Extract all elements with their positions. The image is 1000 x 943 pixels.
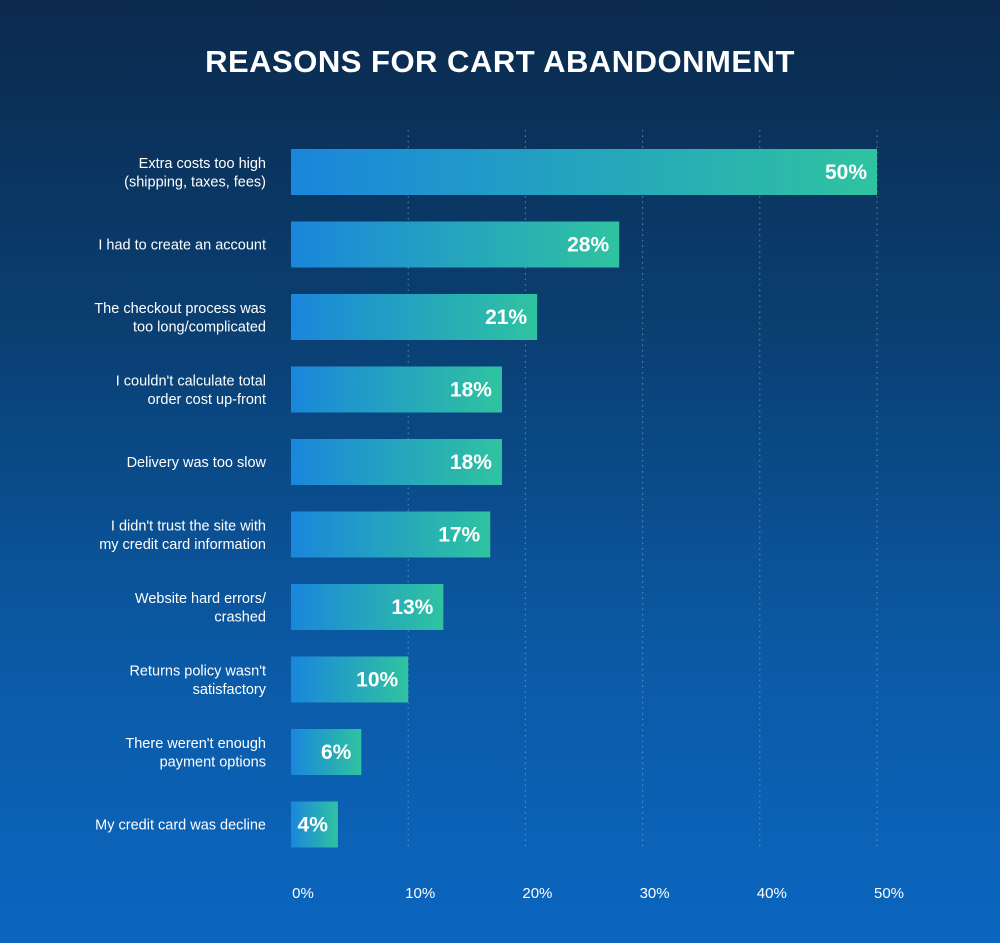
x-tick-label: 50% bbox=[874, 885, 904, 902]
bars: 50% 28% 21% 18% 18% 17% 13% 10% 6% 4% bbox=[291, 149, 877, 848]
category-label: I didn't trust the site with my credit ca… bbox=[99, 518, 266, 553]
category-label: My credit card was decline bbox=[95, 818, 266, 834]
bar-value-label: 6% bbox=[321, 741, 352, 764]
bar-value-label: 10% bbox=[356, 669, 398, 692]
category-label: Extra costs too high (shipping, taxes, fe… bbox=[124, 156, 266, 191]
x-tick-label: 10% bbox=[405, 885, 435, 902]
bar-value-label: 18% bbox=[450, 451, 492, 474]
grid-lines bbox=[407, 130, 878, 850]
bar bbox=[291, 584, 444, 630]
category-label: I couldn't calculate total order cost up-… bbox=[116, 373, 266, 408]
bar bbox=[291, 439, 502, 485]
bar bbox=[291, 149, 877, 195]
x-tick-label: 20% bbox=[522, 885, 552, 902]
category-label: The checkout process was too long/complic… bbox=[94, 301, 266, 336]
bar bbox=[291, 294, 538, 340]
bar bbox=[291, 656, 409, 703]
bar-value-label: 17% bbox=[438, 524, 480, 547]
bar-value-label: 50% bbox=[825, 161, 867, 184]
bar-value-label: 21% bbox=[485, 306, 527, 329]
bar bbox=[291, 729, 362, 775]
bar-value-label: 18% bbox=[450, 379, 492, 402]
bar bbox=[291, 221, 620, 268]
bar-value-label: 13% bbox=[391, 596, 433, 619]
bar bbox=[291, 801, 338, 848]
category-labels: Extra costs too high (shipping, taxes, fe… bbox=[94, 156, 267, 834]
bar-value-label: 4% bbox=[298, 814, 329, 837]
x-tick-label: 30% bbox=[640, 885, 670, 902]
category-label: Website hard errors/crashed bbox=[135, 591, 267, 626]
category-label: I had to create an account bbox=[98, 238, 266, 254]
x-axis-ticks: 0% 10% 20% 30% 40% 50% bbox=[292, 885, 904, 902]
x-tick-label: 0% bbox=[292, 885, 314, 902]
chart-title: REASONS FOR CART ABANDONMENT bbox=[205, 44, 795, 79]
bar bbox=[291, 366, 502, 413]
category-label: Returns policy wasn't satisfactory bbox=[129, 663, 266, 698]
bar bbox=[291, 511, 491, 558]
x-tick-label: 40% bbox=[757, 885, 787, 902]
category-label: There weren't enough payment options bbox=[125, 736, 266, 771]
bar-value-label: 28% bbox=[567, 234, 609, 257]
category-label: Delivery was too slow bbox=[127, 455, 267, 471]
